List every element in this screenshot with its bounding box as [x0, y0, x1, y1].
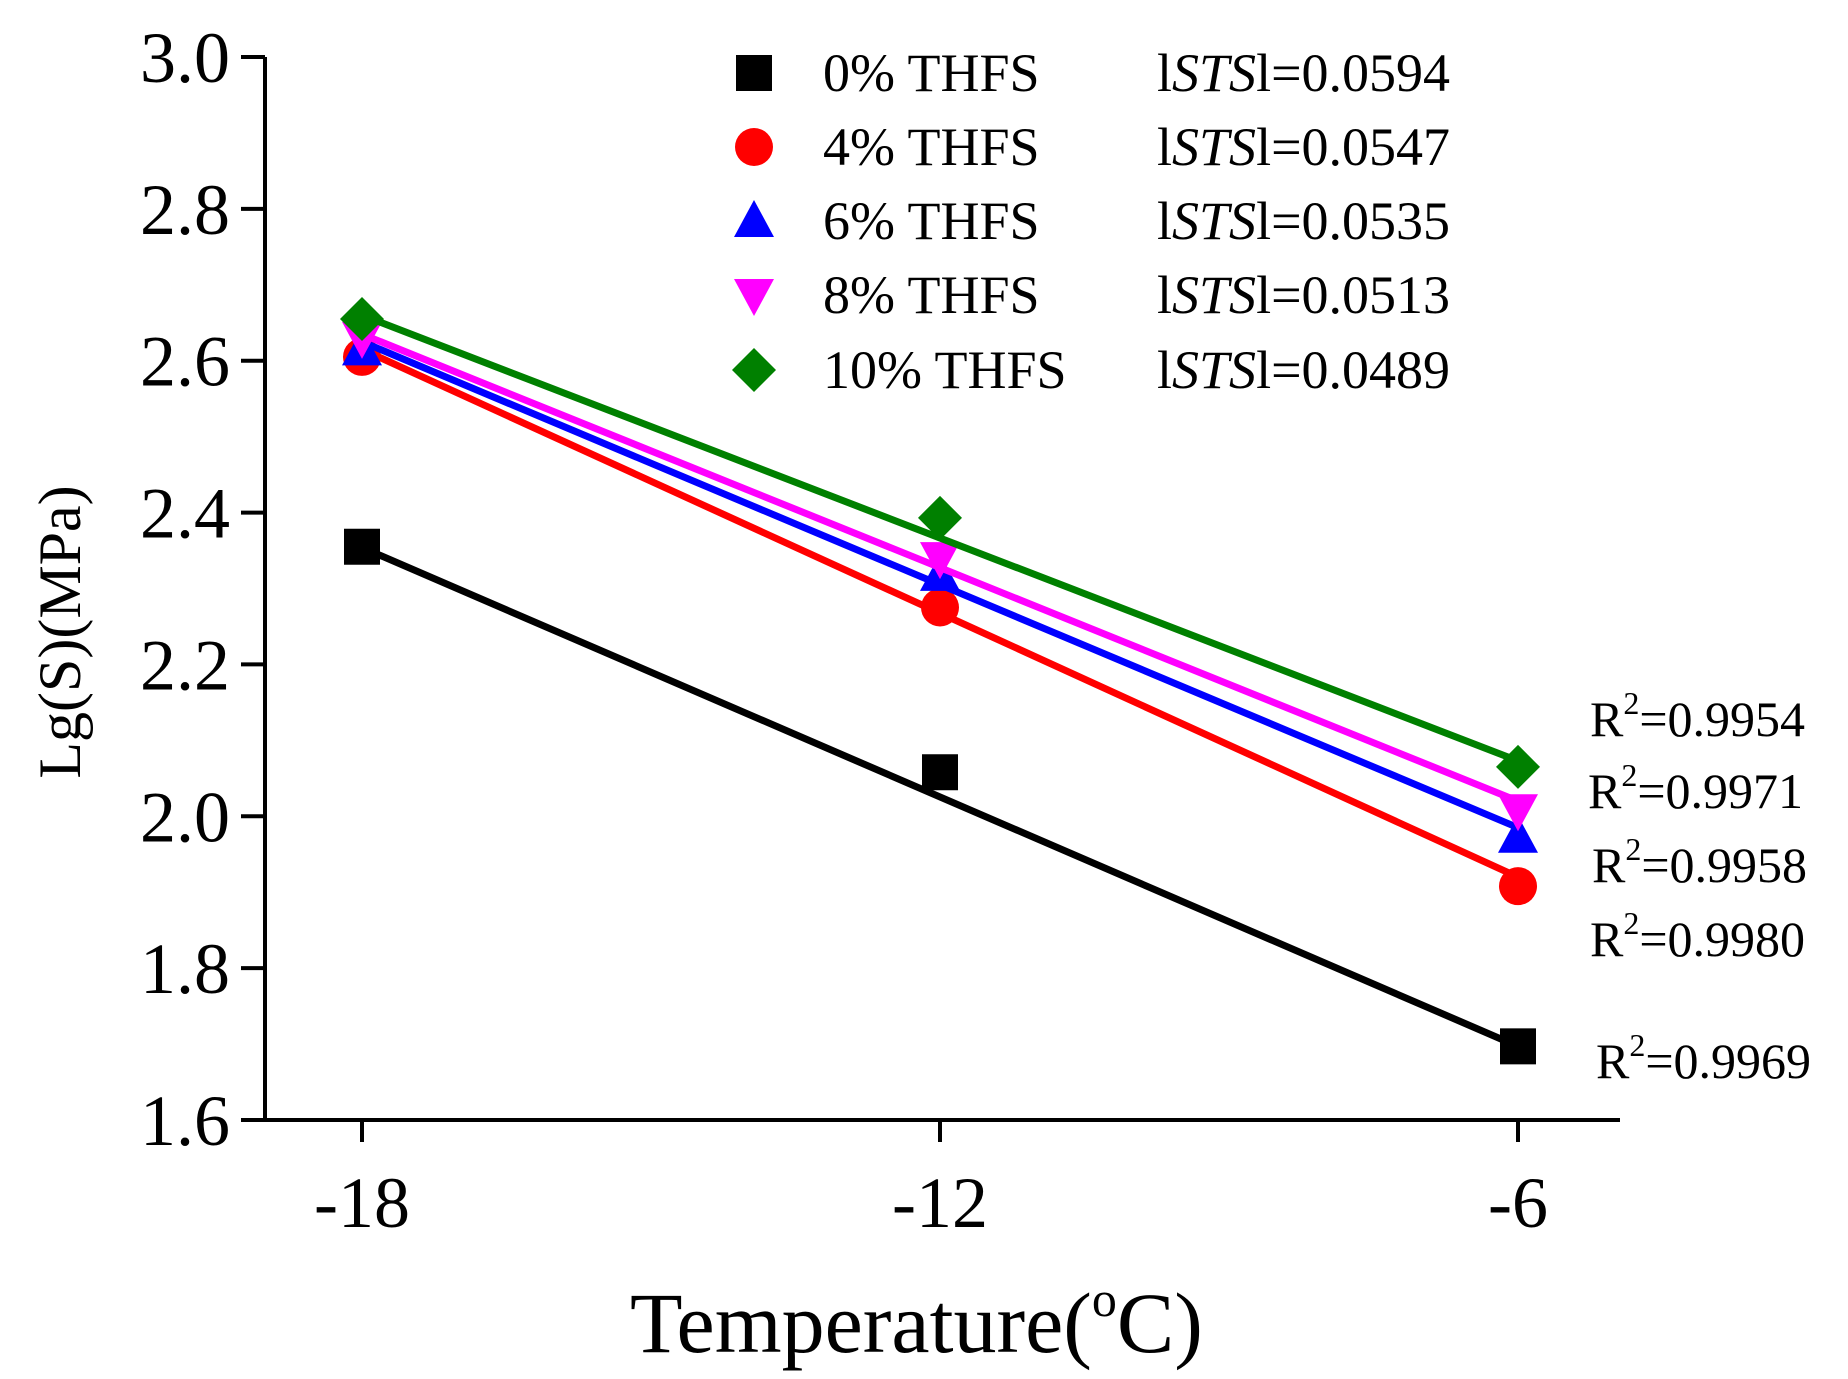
data-point: [344, 528, 380, 565]
x-tick-label: -12: [892, 1163, 988, 1243]
y-axis-title: Lg(S)(MPa): [27, 485, 93, 778]
x-axis-title-degree: o: [1092, 1271, 1117, 1327]
data-point: [922, 754, 958, 791]
data-point: [1498, 815, 1538, 853]
legend-sts: lSTSl=0.0547: [1157, 117, 1450, 177]
y-tick-label: 2.0: [140, 777, 230, 857]
series-10-thfs: [340, 296, 1540, 789]
legend-sts: lSTSl=0.0513: [1157, 265, 1450, 325]
legend: 0% THFS lSTSl=0.0594 4% THFS lSTSl=0.0547 6%…: [732, 43, 1450, 400]
legend-label: 8% THFS: [823, 265, 1040, 325]
y-tick-label: 1.8: [140, 929, 230, 1009]
data-point: [1500, 1028, 1536, 1065]
fit-line: [358, 543, 1522, 1050]
data-point: [1498, 794, 1538, 832]
legend-marker: [736, 55, 772, 91]
x-ticks: -18 -12 -6: [314, 1120, 1548, 1243]
legend-label: 6% THFS: [823, 191, 1040, 251]
y-tick-label: 2.6: [140, 322, 230, 402]
legend-label: 10% THFS: [823, 340, 1067, 400]
y-tick-label: 1.6: [140, 1081, 230, 1161]
y-tick-label: 2.2: [140, 625, 230, 705]
legend-sts: lSTSl=0.0594: [1157, 43, 1450, 103]
y-tick-label: 2.8: [140, 170, 230, 250]
legend-label: 4% THFS: [823, 117, 1040, 177]
legend-sts: lSTSl=0.0535: [1157, 191, 1450, 251]
x-axis-title-unit: C): [1117, 1275, 1203, 1371]
data-point: [340, 296, 384, 341]
r2-label: R2=0.9958: [1592, 831, 1807, 893]
r2-label: R2=0.9954: [1590, 685, 1805, 747]
legend-marker: [734, 279, 774, 316]
x-axis-title-text: Temperature(: [630, 1275, 1092, 1371]
y-tick-label: 3.0: [140, 18, 230, 98]
data-point: [1499, 867, 1537, 906]
legend-marker: [732, 348, 776, 392]
r2-label: R2=0.9969: [1596, 1027, 1811, 1089]
r2-labels: R2=0.9969 R2=0.9980 R2=0.9958 R2=0.9971 R2=0…: [1588, 685, 1811, 1089]
r2-label: R2=0.9980: [1590, 905, 1805, 967]
data-point: [920, 542, 960, 580]
data-point: [1496, 744, 1540, 789]
x-tick-label: -6: [1488, 1163, 1548, 1243]
data-point: [921, 588, 959, 627]
legend-sts: lSTSl=0.0489: [1157, 340, 1450, 400]
legend-label: 0% THFS: [823, 43, 1040, 103]
legend-marker: [735, 128, 773, 166]
legend-marker: [734, 200, 774, 237]
r2-label: R2=0.9971: [1588, 757, 1803, 819]
x-tick-label: -18: [314, 1163, 410, 1243]
data-point: [918, 495, 962, 540]
y-tick-label: 2.4: [140, 474, 230, 554]
series-0-thfs: [344, 528, 1536, 1065]
series-layer: [340, 296, 1540, 1065]
x-axis-title: Temperature(oC): [630, 1271, 1203, 1371]
y-ticks: 1.6 1.8 2.0 2.2 2.4 2.6 2.8 3.0: [140, 18, 265, 1161]
